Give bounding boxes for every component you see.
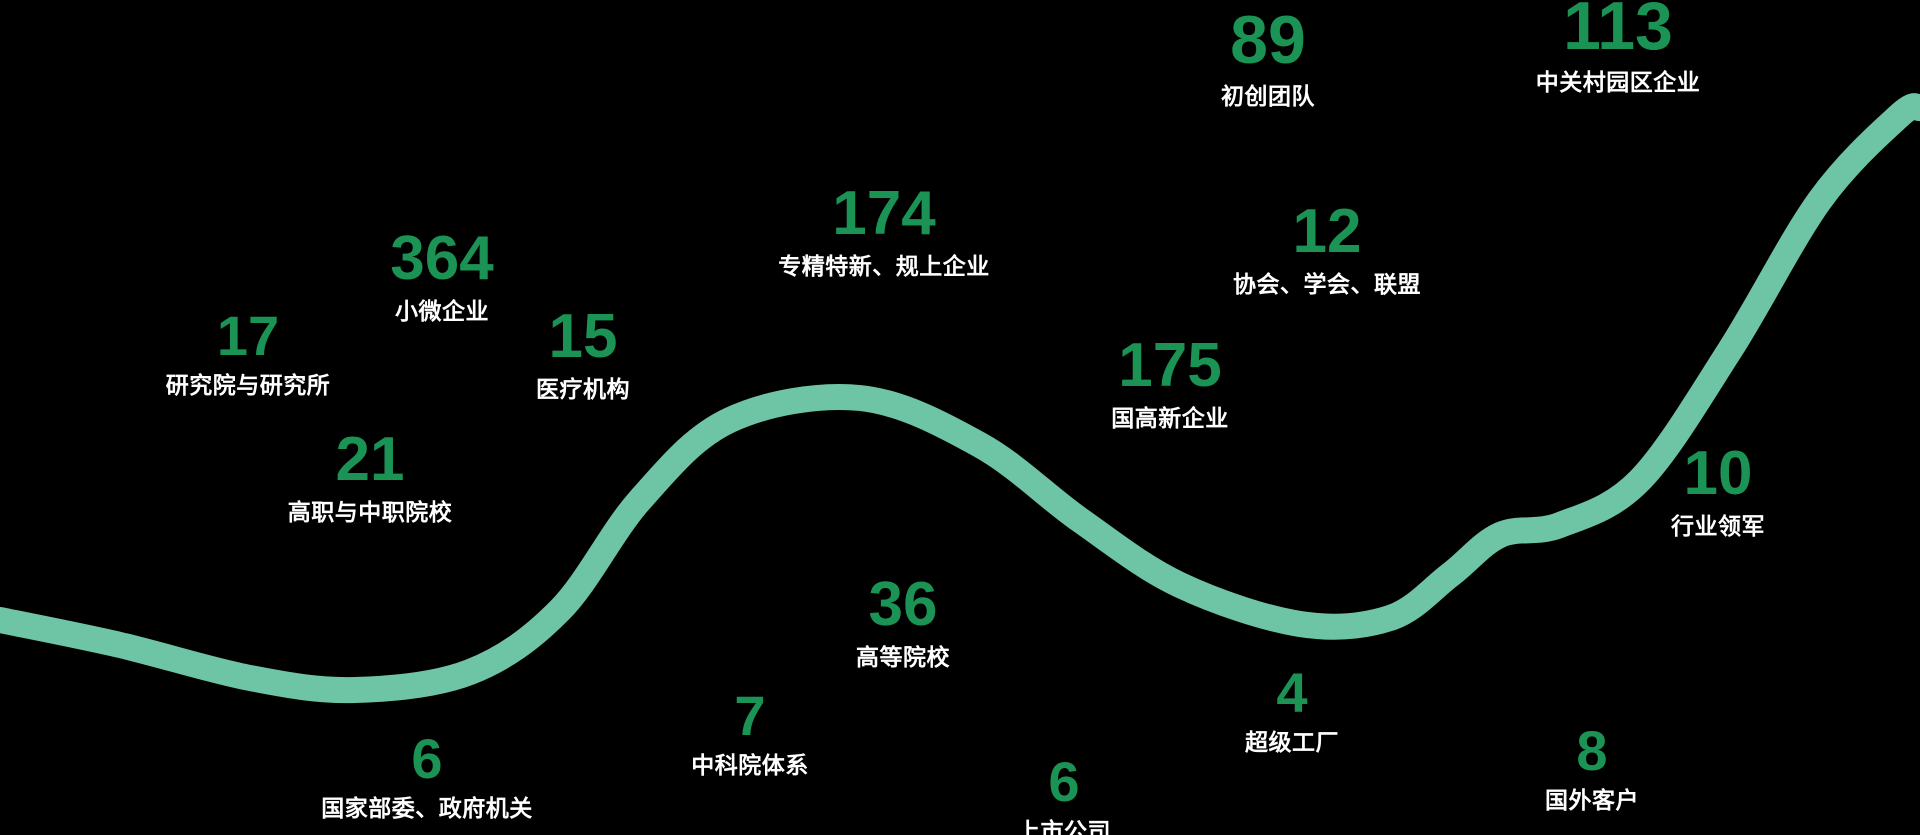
stat-callout-research-institutes: 17 研究院与研究所: [166, 307, 331, 398]
stat-value-medical-institutions: 15: [548, 302, 618, 371]
stat-value-industry-leaders: 10: [1683, 439, 1753, 508]
stat-value-higher-education-institutions: 36: [868, 570, 938, 639]
stat-label-specialized-new-and-above-scale-enterprises: 专精特新、规上企业: [778, 253, 990, 280]
stat-label-national-high-tech-enterprises: 国高新企业: [1111, 405, 1229, 432]
stat-callout-national-ministries-government-agencies: 6 国家部委、政府机关: [321, 730, 533, 821]
stat-label-zhongguancun-park-enterprises: 中关村园区企业: [1535, 69, 1701, 96]
stat-value-listed-companies: 6: [1048, 750, 1080, 813]
stat-callout-higher-education-institutions: 36 高等院校: [856, 573, 950, 671]
stat-callout-associations-societies-alliances: 12 协会、学会、联盟: [1233, 200, 1421, 298]
stat-callout-listed-companies: 6 上市公司: [1017, 753, 1111, 835]
stat-callout-startup-teams: 89 初创团队: [1221, 2, 1315, 110]
stat-value-startup-teams: 89: [1230, 2, 1306, 78]
stat-callout-industry-leaders: 10 行业领军: [1671, 442, 1765, 540]
stat-label-associations-societies-alliances: 协会、学会、联盟: [1233, 271, 1421, 298]
stat-label-startup-teams: 初创团队: [1221, 83, 1315, 110]
stat-value-super-factories: 4: [1276, 661, 1308, 724]
stat-label-cas-system: 中科院体系: [691, 752, 809, 779]
stat-value-zhongguancun-park-enterprises: 113: [1563, 0, 1673, 64]
stat-callout-small-micro-enterprises: 364 小微企业: [390, 227, 493, 325]
stat-callout-national-high-tech-enterprises: 175 国高新企业: [1111, 334, 1229, 432]
stat-callout-vocational-colleges: 21 高职与中职院校: [288, 428, 453, 526]
stat-label-national-ministries-government-agencies: 国家部委、政府机关: [321, 795, 533, 822]
stat-value-specialized-new-and-above-scale-enterprises: 174: [832, 179, 936, 248]
stat-label-super-factories: 超级工厂: [1245, 729, 1339, 756]
stat-value-national-ministries-government-agencies: 6: [411, 727, 443, 790]
stat-label-overseas-clients: 国外客户: [1545, 787, 1639, 814]
stat-callout-overseas-clients: 8 国外客户: [1545, 722, 1639, 813]
stat-value-associations-societies-alliances: 12: [1292, 197, 1362, 266]
stat-callout-zhongguancun-park-enterprises: 113 中关村园区企业: [1536, 0, 1701, 96]
stat-value-national-high-tech-enterprises: 175: [1118, 331, 1222, 400]
stat-callout-medical-institutions: 15 医疗机构: [536, 305, 630, 403]
stat-label-vocational-colleges: 高职与中职院校: [287, 499, 453, 526]
stat-label-industry-leaders: 行业领军: [1671, 513, 1765, 540]
stat-value-small-micro-enterprises: 364: [390, 224, 494, 293]
stat-label-listed-companies: 上市公司: [1017, 818, 1111, 835]
stat-value-research-institutes: 17: [216, 304, 280, 367]
stat-label-higher-education-institutions: 高等院校: [856, 644, 950, 671]
stat-callout-specialized-new-and-above-scale-enterprises: 174 专精特新、规上企业: [778, 182, 990, 280]
stat-callout-super-factories: 4 超级工厂: [1245, 664, 1339, 755]
stat-label-small-micro-enterprises: 小微企业: [394, 298, 489, 325]
wave-curve-path: [0, 93, 1920, 704]
stat-label-research-institutes: 研究院与研究所: [165, 372, 331, 399]
stat-value-vocational-colleges: 21: [335, 425, 405, 494]
stat-callout-cas-system: 7 中科院体系: [691, 687, 809, 778]
stat-value-cas-system: 7: [734, 684, 766, 747]
stat-value-overseas-clients: 8: [1576, 719, 1608, 782]
stat-label-medical-institutions: 医疗机构: [536, 376, 630, 403]
